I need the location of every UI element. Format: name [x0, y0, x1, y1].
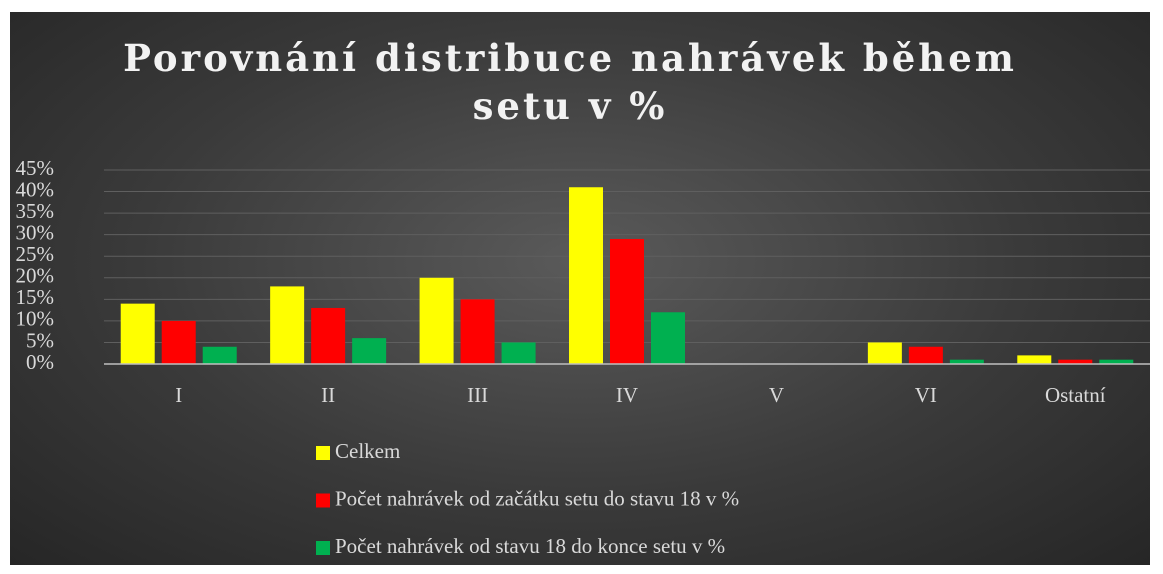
- bar: [202, 346, 237, 364]
- x-tick-label: III: [467, 383, 488, 407]
- bar: [1099, 359, 1134, 364]
- x-tick-label: VI: [915, 383, 937, 407]
- bar: [867, 342, 902, 364]
- y-tick-label: 45%: [16, 156, 55, 180]
- y-tick-label: 35%: [16, 199, 55, 223]
- chart-title: Porovnání distribuce nahrávek během setu…: [123, 36, 1017, 128]
- y-tick-label: 5%: [26, 328, 54, 352]
- y-tick-label: 40%: [16, 177, 55, 201]
- y-tick-label: 25%: [16, 242, 55, 266]
- x-tick-label: I: [175, 383, 182, 407]
- legend-label: Počet nahrávek od začátku setu do stavu …: [335, 486, 739, 510]
- bar: [419, 277, 454, 364]
- y-tick-label: 10%: [16, 307, 55, 331]
- legend-swatch: [316, 541, 330, 555]
- bar: [270, 286, 305, 364]
- x-tick-label: Ostatní: [1045, 383, 1106, 407]
- y-tick-label: 30%: [16, 220, 55, 244]
- bar: [120, 303, 155, 364]
- legend-swatch: [316, 446, 330, 460]
- y-tick-label: 20%: [16, 264, 55, 288]
- legend-label: Celkem: [335, 439, 400, 463]
- bar: [501, 342, 536, 364]
- bar: [569, 187, 603, 364]
- bar: [161, 320, 196, 364]
- bar: [908, 346, 943, 364]
- bar: [1017, 355, 1052, 364]
- bar: [1058, 359, 1093, 364]
- bar: [311, 307, 346, 364]
- x-tick-label: V: [769, 383, 784, 407]
- x-tick-label: IV: [616, 383, 638, 407]
- legend-label: Počet nahrávek od stavu 18 do konce setu…: [335, 534, 725, 558]
- y-tick-label: 0%: [26, 350, 54, 374]
- x-tick-label: II: [321, 383, 335, 407]
- legend-swatch: [316, 493, 330, 508]
- bar: [949, 359, 984, 364]
- bar: [460, 299, 495, 364]
- bar: [610, 238, 644, 364]
- bar: [651, 312, 685, 364]
- bar: [352, 338, 387, 364]
- y-tick-label: 15%: [16, 285, 55, 309]
